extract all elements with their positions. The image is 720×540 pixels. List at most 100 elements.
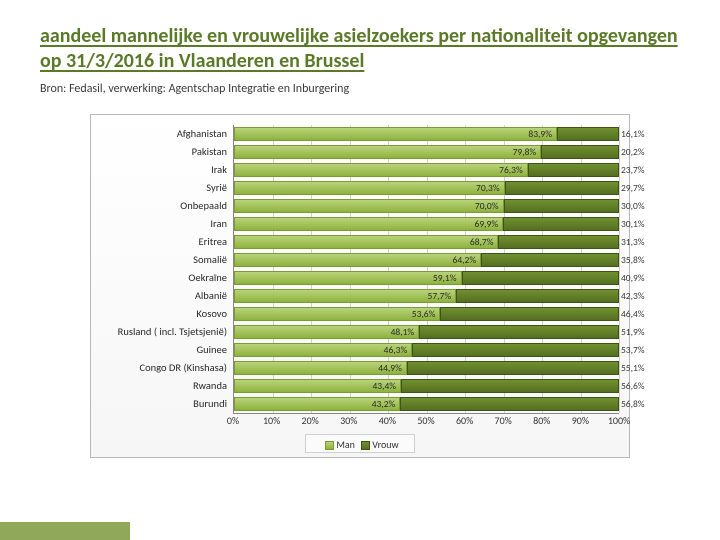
- bar-row: 64,2% 35,8%: [234, 251, 619, 269]
- bar-male: 43,2%: [234, 397, 400, 411]
- x-tick: 100%: [608, 414, 630, 427]
- bar-row: 43,4% 56,6%: [234, 377, 619, 395]
- bar-row: 79,8% 20,2%: [234, 143, 619, 161]
- chart-inner: AfghanistanPakistanIrakSyriëOnbepaaldIra…: [101, 125, 619, 414]
- value-male: 43,4%: [372, 380, 396, 392]
- value-male: 57,7%: [428, 290, 452, 302]
- x-tick: 40%: [379, 414, 396, 427]
- value-male: 44,9%: [378, 362, 402, 374]
- bar-male: 44,9%: [234, 361, 407, 375]
- bar-female: 40,9%: [462, 271, 619, 285]
- bar-row: 70,3% 29,7%: [234, 179, 619, 197]
- value-male: 43,2%: [372, 398, 396, 410]
- category-label: Rwanda: [101, 377, 233, 395]
- bar-male: 70,0%: [234, 199, 504, 213]
- bar-female: 35,8%: [481, 253, 619, 267]
- bar-male: 79,8%: [234, 145, 541, 159]
- grid-line: [619, 125, 620, 413]
- bar-female: 56,6%: [401, 379, 619, 393]
- value-female: 56,8%: [621, 398, 645, 410]
- value-male: 76,3%: [499, 164, 523, 176]
- bar-female: 16,1%: [557, 127, 619, 141]
- category-label: Guinee: [101, 341, 233, 359]
- bar-row: 70,0% 30,0%: [234, 197, 619, 215]
- value-male: 83,9%: [528, 128, 552, 140]
- value-female: 35,8%: [621, 254, 645, 266]
- bar-row: 48,1% 51,9%: [234, 323, 619, 341]
- bar-female: 51,9%: [419, 325, 619, 339]
- bar-male: 46,3%: [234, 343, 412, 357]
- value-male: 59,1%: [433, 272, 457, 284]
- category-label: Iran: [101, 215, 233, 233]
- y-axis-labels: AfghanistanPakistanIrakSyriëOnbepaaldIra…: [101, 125, 233, 414]
- value-female: 30,1%: [621, 218, 645, 230]
- value-female: 16,1%: [621, 128, 645, 140]
- x-tick: 10%: [263, 414, 280, 427]
- plot-area: 83,9% 16,1% 79,8% 20,2% 76,3% 23,7% 70,3% 29,7%…: [233, 125, 619, 414]
- legend-label-female: Vrouw: [372, 438, 398, 451]
- value-male: 46,3%: [384, 344, 408, 356]
- bar-row: 76,3% 23,7%: [234, 161, 619, 179]
- bar-female: 42,3%: [456, 289, 619, 303]
- value-male: 64,2%: [453, 254, 477, 266]
- bar-male: 83,9%: [234, 127, 557, 141]
- bar-male: 48,1%: [234, 325, 419, 339]
- bar-male: 69,9%: [234, 217, 503, 231]
- x-tick: 80%: [533, 414, 550, 427]
- bar-row: 69,9% 30,1%: [234, 215, 619, 233]
- bar-row: 43,2%56,8%: [234, 395, 619, 413]
- bar-row: 44,9%55,1%: [234, 359, 619, 377]
- value-female: 42,3%: [621, 290, 645, 302]
- category-label: Afghanistan: [101, 125, 233, 143]
- value-male: 70,3%: [476, 182, 500, 194]
- bar-female: 30,0%: [504, 199, 620, 213]
- value-female: 23,7%: [621, 164, 645, 176]
- bar-female: 30,1%: [503, 217, 619, 231]
- bar-row: 68,7%31,3%: [234, 233, 619, 251]
- bar-row: 46,3% 53,7%: [234, 341, 619, 359]
- value-female: 20,2%: [621, 146, 645, 158]
- category-label: Rusland ( incl. Tsjetsjenië): [101, 323, 233, 341]
- bar-male: 59,1%: [234, 271, 462, 285]
- value-male: 69,9%: [475, 218, 499, 230]
- category-label: Onbepaald: [101, 197, 233, 215]
- x-tick: 20%: [302, 414, 319, 427]
- legend-swatch-male: [325, 441, 334, 450]
- category-label: Burundi: [101, 395, 233, 413]
- x-tick: 60%: [456, 414, 473, 427]
- bar-female: 31,3%: [498, 235, 619, 249]
- bar-row: 53,6%46,4%: [234, 305, 619, 323]
- bar-female: 29,7%: [505, 181, 619, 195]
- category-label: Albanië: [101, 287, 233, 305]
- legend: Man Vrouw: [305, 434, 415, 453]
- value-male: 79,8%: [513, 146, 537, 158]
- x-tick: 90%: [572, 414, 589, 427]
- legend-label-male: Man: [336, 438, 355, 451]
- source-line: Bron: Fedasil, verwerking: Agentschap In…: [40, 82, 680, 96]
- bar-male: 43,4%: [234, 379, 401, 393]
- legend-swatch-female: [361, 441, 370, 450]
- value-female: 29,7%: [621, 182, 645, 194]
- page-title: aandeel mannelijke en vrouwelijke asielz…: [40, 24, 680, 74]
- value-female: 51,9%: [621, 326, 645, 338]
- bar-male: 70,3%: [234, 181, 505, 195]
- x-tick: 50%: [417, 414, 434, 427]
- bar-female: 20,2%: [541, 145, 619, 159]
- category-label: Irak: [101, 161, 233, 179]
- x-tick: 0%: [227, 414, 239, 427]
- x-tick: 30%: [340, 414, 357, 427]
- bar-rows: 83,9% 16,1% 79,8% 20,2% 76,3% 23,7% 70,3% 29,7%…: [234, 125, 619, 413]
- bar-male: 64,2%: [234, 253, 481, 267]
- value-male: 70,0%: [475, 200, 499, 212]
- category-label: Oekraïne: [101, 269, 233, 287]
- x-tick: 70%: [495, 414, 512, 427]
- category-label: Eritrea: [101, 233, 233, 251]
- value-female: 53,7%: [621, 344, 645, 356]
- bar-female: 53,7%: [412, 343, 619, 357]
- footer-accent: [0, 522, 130, 540]
- value-male: 48,1%: [391, 326, 415, 338]
- bar-male: 68,7%: [234, 235, 498, 249]
- value-male: 53,6%: [412, 308, 436, 320]
- bar-female: 23,7%: [528, 163, 619, 177]
- value-female: 46,4%: [621, 308, 645, 320]
